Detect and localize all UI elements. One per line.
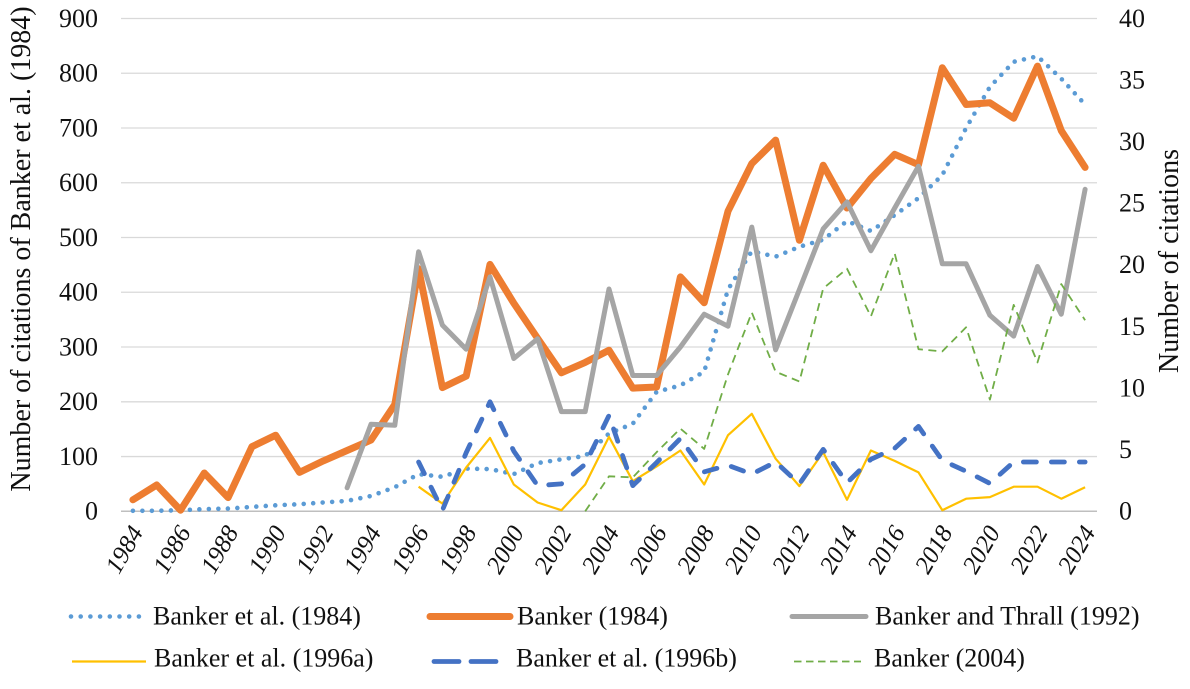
svg-text:Banker and Thrall (1992): Banker and Thrall (1992)	[875, 602, 1140, 631]
svg-text:0: 0	[1119, 497, 1132, 526]
svg-text:25: 25	[1119, 189, 1145, 218]
svg-text:700: 700	[59, 113, 98, 142]
svg-text:Number of citations: Number of citations	[1154, 149, 1185, 373]
svg-text:Banker et al. (1996a): Banker et al. (1996a)	[154, 644, 373, 673]
svg-text:20: 20	[1119, 250, 1145, 279]
svg-text:Banker (2004): Banker (2004)	[874, 644, 1025, 673]
svg-text:35: 35	[1119, 65, 1145, 94]
svg-text:300: 300	[59, 332, 98, 361]
svg-text:Banker et al. (1996b): Banker et al. (1996b)	[516, 644, 737, 673]
svg-text:Number of citations of Banker: Number of citations of Banker et al. (19…	[6, 6, 37, 491]
svg-text:600: 600	[59, 168, 98, 197]
svg-text:100: 100	[59, 442, 98, 471]
svg-text:Banker et al. (1984): Banker et al. (1984)	[153, 602, 361, 631]
svg-text:10: 10	[1119, 373, 1145, 402]
svg-text:400: 400	[59, 278, 98, 307]
svg-text:900: 900	[59, 4, 98, 33]
svg-text:800: 800	[59, 59, 98, 88]
svg-text:200: 200	[59, 387, 98, 416]
svg-text:Banker (1984): Banker (1984)	[517, 602, 668, 631]
svg-text:30: 30	[1119, 127, 1145, 156]
svg-text:15: 15	[1119, 312, 1145, 341]
svg-text:500: 500	[59, 223, 98, 252]
svg-text:40: 40	[1119, 4, 1145, 33]
svg-text:0: 0	[85, 497, 98, 526]
svg-text:5: 5	[1119, 435, 1132, 464]
